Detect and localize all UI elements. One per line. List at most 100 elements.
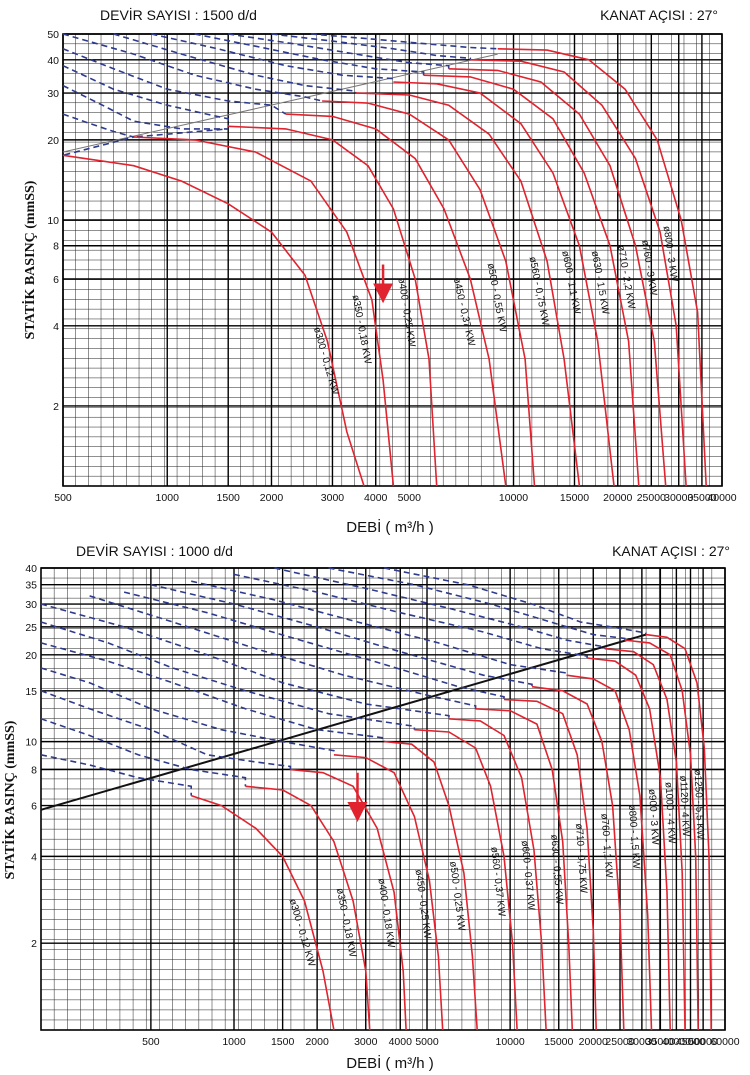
x-tick-label: 3000 [321,492,345,504]
fan-curve-label: ø710 - 0,75 KW [573,823,589,894]
y-tick-label: 40 [25,563,37,575]
x-tick-label: 10000 [499,492,528,504]
chart-2-ticks: 500 1000 1500 2000 3000 4000 5000 10000 15000 200… [25,563,739,1048]
fan-curve-label: ø1120 - 4 KW [677,775,691,837]
fan-curve-900 [233,573,671,1031]
fan-curve-operating-segment [448,718,547,1031]
y-tick-label: 30 [25,599,37,611]
chart-2-title-right: KANAT AÇISI : 27° [612,543,730,559]
x-tick-label: 4000 [389,1036,413,1048]
fan-curve-unstable-segment [233,573,588,658]
y-tick-label: 20 [25,650,37,662]
chart-2-grid [40,567,726,1031]
fan-curve-operating-segment [355,92,581,487]
fan-curve-operating-segment [133,136,395,487]
y-tick-label: 20 [47,135,59,147]
x-tick-label: 20000 [579,1036,608,1048]
optimum-boundary-line [40,633,647,811]
fan-curve-operating-segment [190,794,335,1031]
fan-curve-unstable-segment [40,718,247,787]
fan-curve-operating-segment [333,754,444,1031]
fan-curve-unstable-segment [194,33,425,76]
fan-curve-label: ø400 - 0,25 KW [395,277,417,348]
fan-curve-630 [194,33,640,487]
chart-1-y-axis-label: STATİK BASINÇ (mmSS) [21,180,38,339]
fan-curve-800 [310,33,707,487]
fan-curve-1250 [384,567,712,1031]
chart-2-series: ø300 - 0,12 KW ø350 - 0,18 KW ø400 - 0,18 … [40,567,712,1031]
y-tick-label: 2 [53,401,59,413]
x-tick-label: 60000 [710,1036,739,1048]
x-tick-label: 25000 [637,492,666,504]
x-tick-label: 10000 [496,1036,525,1048]
fan-curve-560 [113,33,581,487]
chart-1-title-left: DEVİR SAYISI : 1500 d/d [100,6,257,23]
fan-curve-unstable-segment [384,567,647,635]
fan-curve-600 [40,603,547,1031]
y-tick-label: 6 [53,274,59,286]
fan-curve-label: ø760 - 3 KW [639,239,659,297]
chart-1-title-right: KANAT AÇISI : 27° [600,7,718,23]
fan-curve-1120 [328,567,699,1031]
fan-curve-operating-segment [624,639,699,1031]
fan-curve-operating-segment [285,113,507,487]
x-tick-label: 5000 [415,1036,439,1048]
chart-2: DEVİR SAYISI : 1000 d/d KANAT AÇISI : 27… [1,542,740,1072]
fan-curve-operating-segment [566,674,653,1031]
fan-curve-unstable-segment [40,621,416,730]
fan-curve-500 [62,33,536,487]
fan-curve-450 [62,48,507,487]
fan-curve-operating-segment [531,685,625,1031]
fan-curve-400 [62,64,438,487]
fan-curve-unstable-segment [62,64,229,127]
y-tick-label: 10 [47,215,59,227]
fan-curve-label: ø500 - 0,55 KW [485,262,509,333]
optimum-boundary-line [62,53,498,153]
fan-curve-unstable-segment [274,567,606,649]
chart-1-ticks: 500 1000 1500 2000 3000 4000 5000 10000 15000 200… [47,29,736,504]
x-tick-label: 1000 [222,1036,246,1048]
fan-curve-operating-segment [393,81,615,487]
fan-curve-unstable-segment [228,33,450,69]
y-tick-label: 4 [53,321,59,333]
fan-curve-710 [123,591,597,1031]
y-tick-label: 30 [47,88,59,100]
x-tick-label: 45000 [676,1036,705,1048]
fan-curve-label: ø560 - 0,75 KW [527,256,551,327]
chart-1: DEVİR SAYISI : 1500 d/d KANAT AÇISI : 27… [21,6,737,536]
fan-curve-400 [40,690,407,1031]
x-tick-label: 500 [142,1036,160,1048]
fan-curve-label: ø630 - 0,55 KW [548,834,564,905]
plot-frame [40,567,726,1031]
y-tick-label: 15 [25,686,37,698]
fan-curve-operating-segment [384,740,478,1031]
y-tick-label: 8 [31,765,37,777]
fan-curve-operating-segment [470,59,687,487]
x-tick-label: 1500 [271,1036,295,1048]
fan-curve-710 [228,33,667,487]
fan-curve-operating-segment [587,657,671,1031]
fan-curve-unstable-segment [310,33,498,50]
fan-curve-600 [151,33,615,487]
fan-curve-unstable-segment [40,690,292,770]
fan-curve-label: ø1000 - 4 KW [662,782,676,845]
chart-2-title-left: DEVİR SAYISI : 1000 d/d [76,542,233,559]
x-tick-label: 35000 [687,492,716,504]
x-tick-label: 3000 [354,1036,378,1048]
chart-2-y-axis-label: STATİK BASINÇ (mmSS) [1,720,18,879]
fan-curve-unstable-segment [328,567,626,641]
x-tick-label: 500 [54,492,72,504]
fan-curve-unstable-segment [271,33,472,60]
fan-curve-unstable-segment [62,84,229,138]
x-tick-label: 15000 [560,492,589,504]
x-tick-label: 5000 [398,492,422,504]
x-tick-label: 30000 [664,492,693,504]
fan-curve-operating-segment [322,100,536,487]
x-tick-label: 35000 [646,1036,675,1048]
chart-2-x-axis-label: DEBİ ( m³/h ) [346,1054,434,1072]
y-tick-label: 2 [31,938,37,950]
fan-curve-300 [62,113,365,487]
fan-curve-630 [89,595,574,1031]
fan-curve-operating-segment [245,785,371,1031]
